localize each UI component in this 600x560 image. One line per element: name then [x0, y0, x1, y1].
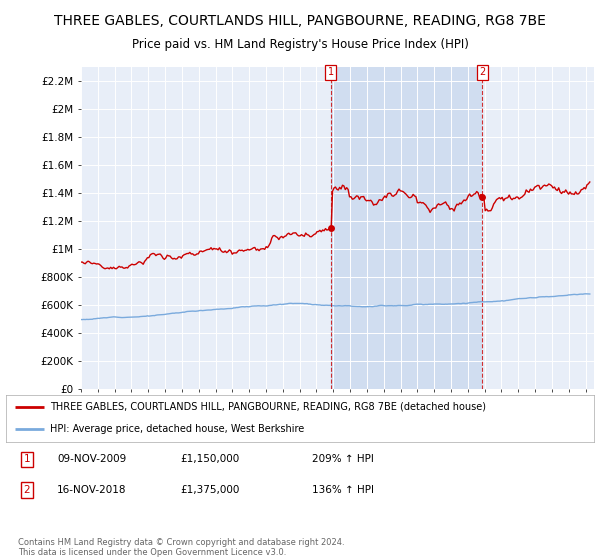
Bar [331, 67, 482, 389]
Text: Price paid vs. HM Land Registry's House Price Index (HPI): Price paid vs. HM Land Registry's House … [131, 38, 469, 50]
Text: THREE GABLES, COURTLANDS HILL, PANGBOURNE, READING, RG8 7BE (detached house): THREE GABLES, COURTLANDS HILL, PANGBOURN… [50, 402, 486, 412]
Text: 136% ↑ HPI: 136% ↑ HPI [312, 485, 374, 495]
Text: 209% ↑ HPI: 209% ↑ HPI [312, 454, 374, 464]
Text: HPI: Average price, detached house, West Berkshire: HPI: Average price, detached house, West… [50, 424, 304, 434]
Text: THREE GABLES, COURTLANDS HILL, PANGBOURNE, READING, RG8 7BE: THREE GABLES, COURTLANDS HILL, PANGBOURN… [54, 14, 546, 28]
Text: 2: 2 [479, 67, 485, 77]
Text: Contains HM Land Registry data © Crown copyright and database right 2024.
This d: Contains HM Land Registry data © Crown c… [18, 538, 344, 557]
Text: 16-NOV-2018: 16-NOV-2018 [57, 485, 127, 495]
Text: £1,150,000: £1,150,000 [180, 454, 239, 464]
Text: 09-NOV-2009: 09-NOV-2009 [57, 454, 126, 464]
Text: 2: 2 [23, 485, 31, 495]
Text: £1,375,000: £1,375,000 [180, 485, 239, 495]
Text: 1: 1 [23, 454, 31, 464]
Text: 1: 1 [328, 67, 334, 77]
